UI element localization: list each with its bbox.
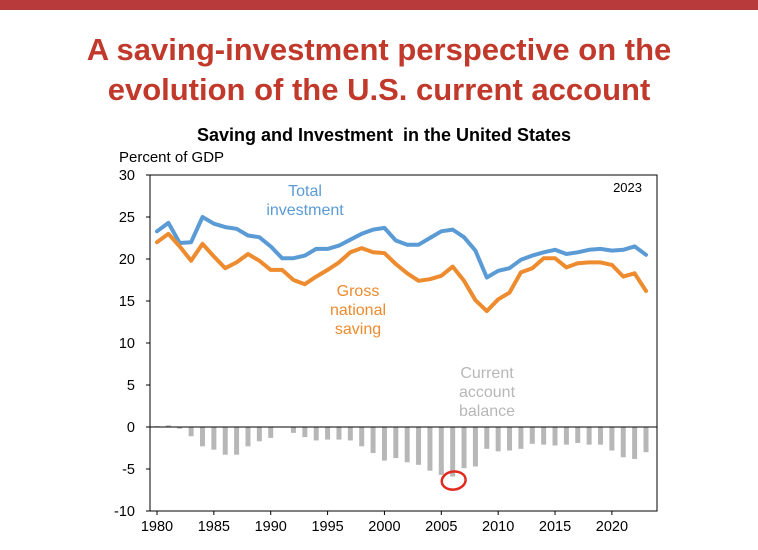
- current-account-balance-bar-2019: [598, 427, 604, 445]
- current-account-balance-bar-1986: [222, 427, 228, 455]
- top-accent-bar: [0, 0, 758, 10]
- y-axis-unit-label: Percent of GDP: [119, 149, 224, 166]
- current-account-balance-bar-2022: [632, 427, 638, 459]
- x-tick-label-1985: 1985: [198, 519, 230, 535]
- current-account-balance-bar-2005: [438, 427, 444, 475]
- latest-year-tag: 2023: [613, 180, 642, 195]
- y-tick-label-5: 5: [127, 378, 135, 394]
- gross-national-saving-label-line-1: Gross: [337, 283, 380, 300]
- current-account-balance-bar-2008: [472, 427, 478, 467]
- current-account-balance-bar-2003: [416, 427, 422, 465]
- total-investment-label-line-1: Total: [288, 183, 322, 200]
- current-account-balance-bar-1990: [268, 427, 274, 438]
- current-account-balance-bar-2015: [552, 427, 558, 446]
- current-account-balance-bar-1993: [302, 427, 308, 438]
- y-tick-label-15: 15: [119, 294, 135, 310]
- current-account-balance-bar-2014: [541, 427, 547, 445]
- total-investment-line: [155, 215, 648, 280]
- current-account-balance-bar-2007: [461, 427, 467, 469]
- x-tick-label-2015: 2015: [539, 519, 571, 535]
- x-tick-label-1980: 1980: [141, 519, 173, 535]
- current-account-balance-bar-1984: [199, 427, 205, 447]
- current-account-balance-label-line-3: balance: [459, 403, 515, 420]
- current-account-balance-bar-1989: [256, 427, 262, 442]
- current-account-balance-bar-2009: [484, 427, 490, 449]
- highlight-circle: [440, 470, 467, 491]
- series-labels: Total investment Gross national saving Curren…: [266, 183, 515, 420]
- current-account-balance-bar-1999: [370, 427, 376, 454]
- x-tick-label-2010: 2010: [482, 519, 514, 535]
- series-lines: [155, 215, 648, 314]
- current-account-balance-bar-1987: [234, 427, 240, 455]
- current-account-balance-bar-2002: [404, 427, 410, 463]
- current-account-balance-label-line-2: account: [459, 384, 516, 401]
- slide-title-line-1: A saving-investment perspective on the: [86, 32, 672, 67]
- y-tick-label-10: 10: [119, 336, 135, 352]
- current-account-balance-label-line-1: Current: [460, 365, 514, 382]
- current-account-bars: [154, 425, 649, 477]
- current-account-balance-bar-1994: [313, 427, 319, 441]
- y-tick-label-20: 20: [119, 252, 135, 268]
- current-account-balance-bar-2011: [507, 427, 513, 451]
- current-account-balance-bar-2018: [586, 427, 592, 445]
- current-account-balance-bar-2004: [427, 427, 433, 471]
- current-account-balance-bar-2013: [529, 427, 535, 444]
- current-account-balance-bar-1998: [359, 427, 365, 447]
- current-account-balance-bar-1992: [290, 427, 296, 433]
- current-account-balance-bar-1983: [188, 427, 194, 437]
- current-account-balance-bar-2006: [450, 427, 456, 477]
- current-account-balance-bar-2000: [381, 427, 387, 461]
- y-tick-label--5: -5: [122, 462, 135, 478]
- current-account-balance-bar-1982: [177, 427, 183, 429]
- current-account-balance-bar-2010: [495, 427, 501, 452]
- y-tick-label--10: -10: [114, 504, 135, 520]
- y-tick-label-25: 25: [119, 210, 135, 226]
- chart-title: Saving and Investment in the United Stat…: [197, 125, 571, 145]
- gross-national-saving-label-line-2: national: [330, 302, 386, 319]
- gross-national-saving-line: [155, 231, 648, 314]
- current-account-balance-bar-2023: [643, 427, 649, 453]
- gross-national-saving-label-line-3: saving: [335, 321, 381, 338]
- x-tick-label-1995: 1995: [311, 519, 343, 535]
- x-tick-label-1990: 1990: [255, 519, 287, 535]
- current-account-balance-bar-1996: [336, 427, 342, 440]
- current-account-balance-bar-2001: [393, 427, 399, 459]
- current-account-balance-bar-1985: [211, 427, 217, 450]
- total-investment-label-line-2: investment: [266, 202, 344, 219]
- y-tick-label-30: 30: [119, 168, 135, 184]
- current-account-balance-bar-2020: [609, 427, 615, 451]
- slide-title: A saving-investment perspective on the e…: [0, 30, 758, 110]
- current-account-balance-bar-1988: [245, 427, 251, 447]
- x-tick-label-2000: 2000: [368, 519, 400, 535]
- x-tick-label-2020: 2020: [596, 519, 628, 535]
- current-account-balance-bar-2017: [575, 427, 581, 443]
- current-account-balance-bar-1981: [165, 425, 171, 427]
- x-tick-label-2005: 2005: [425, 519, 457, 535]
- current-account-balance-bar-1995: [325, 427, 331, 440]
- current-account-balance-bar-1997: [347, 427, 353, 441]
- current-account-balance-bar-2021: [620, 427, 626, 458]
- current-account-balance-bar-2016: [563, 427, 569, 445]
- y-tick-label-0: 0: [127, 420, 135, 436]
- slide-title-line-2: evolution of the U.S. current account: [107, 72, 651, 107]
- highlight-layer: [440, 470, 467, 491]
- current-account-balance-bar-2012: [518, 427, 524, 449]
